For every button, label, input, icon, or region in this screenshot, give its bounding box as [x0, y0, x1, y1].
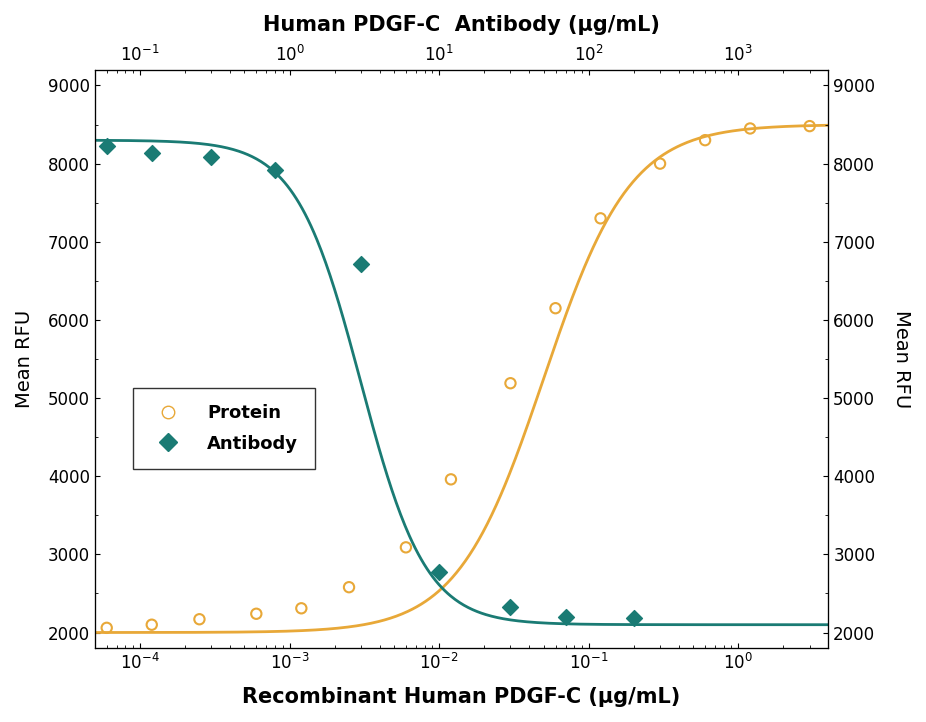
Point: [503, 378, 518, 389]
Point: [249, 608, 264, 619]
Point: [548, 303, 563, 314]
Y-axis label: Mean RFU: Mean RFU: [15, 310, 34, 408]
Point: [594, 212, 608, 224]
X-axis label: Recombinant Human PDGF-C (μg/mL): Recombinant Human PDGF-C (μg/mL): [243, 687, 681, 707]
Point: [653, 158, 668, 170]
Point: [99, 141, 114, 152]
Point: [294, 603, 308, 614]
Point: [743, 123, 757, 134]
Point: [192, 614, 206, 625]
Point: [99, 622, 114, 634]
Point: [268, 164, 282, 175]
Legend: Protein, Antibody: Protein, Antibody: [133, 388, 315, 469]
Point: [144, 619, 159, 630]
Point: [802, 121, 817, 132]
Point: [444, 474, 458, 485]
Point: [558, 611, 573, 622]
Point: [503, 601, 518, 612]
Point: [144, 147, 159, 158]
Point: [204, 152, 219, 163]
Point: [432, 566, 446, 578]
Point: [398, 542, 413, 553]
Point: [697, 134, 712, 146]
Point: [342, 581, 357, 593]
Point: [354, 258, 369, 269]
Point: [626, 613, 641, 625]
Y-axis label: Mean RFU: Mean RFU: [892, 310, 911, 408]
X-axis label: Human PDGF-C  Antibody (μg/mL): Human PDGF-C Antibody (μg/mL): [263, 15, 660, 35]
